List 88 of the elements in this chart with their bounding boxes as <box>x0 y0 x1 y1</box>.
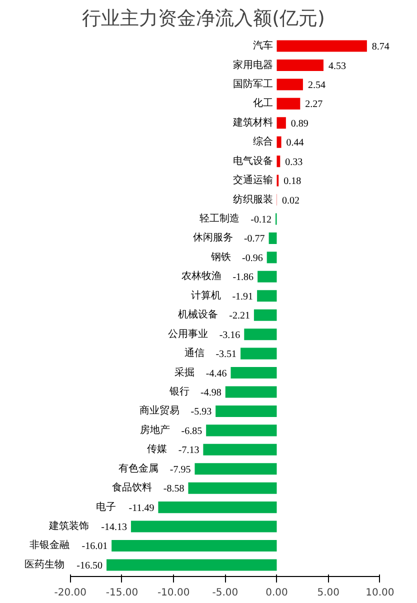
data-label: 4.53 <box>328 60 346 72</box>
bar <box>225 386 277 398</box>
y-tick-label: 公用事业 <box>168 328 208 340</box>
data-label: -5.93 <box>190 406 212 418</box>
y-tick-label: 轻工制造 <box>200 212 240 225</box>
x-tick-label: -15.00 <box>106 588 138 598</box>
bar <box>276 136 282 148</box>
y-tick-label: 综合 <box>252 136 273 148</box>
data-label: -3.16 <box>219 330 240 341</box>
data-label: -2.21 <box>229 310 250 322</box>
bar <box>254 309 277 321</box>
bar <box>276 40 367 52</box>
data-label: -0.96 <box>242 252 263 264</box>
data-label: 8.74 <box>372 42 390 53</box>
y-tick-label: 医药生物 <box>24 558 65 570</box>
y-tick-label: 交通运输 <box>232 174 273 186</box>
data-label: 0.18 <box>284 176 302 188</box>
y-tick-label: 休闲服务 <box>192 232 233 244</box>
data-label: 2.54 <box>308 80 326 91</box>
data-label: -0.12 <box>250 214 272 226</box>
y-tick-label: 电气设备 <box>232 154 273 167</box>
data-label: -4.98 <box>200 387 222 398</box>
data-label: -7.13 <box>178 445 200 456</box>
y-tick-label: 汽车 <box>252 40 273 52</box>
bar <box>276 78 303 90</box>
y-tick-label: 商业贸易 <box>140 404 180 417</box>
data-label: 0.02 <box>282 195 300 206</box>
data-label: -7.95 <box>170 464 191 476</box>
bar <box>240 348 277 360</box>
data-label: -8.58 <box>163 484 184 495</box>
bar <box>194 463 277 475</box>
data-label: 0.89 <box>290 118 308 130</box>
y-tick-label: 通信 <box>184 347 205 360</box>
x-tick-label: 0.00 <box>266 588 288 598</box>
data-label: -11.49 <box>128 502 154 514</box>
data-label: 0.44 <box>286 138 304 149</box>
bar <box>106 559 277 571</box>
y-tick-label: 采掘 <box>174 366 195 378</box>
data-label: -14.13 <box>101 522 127 534</box>
y-tick-label: 家用电器 <box>232 58 273 71</box>
bar <box>230 367 277 379</box>
x-tick-label: -10.00 <box>157 588 190 598</box>
y-tick-label: 化工 <box>252 97 273 110</box>
x-tick-label: 5.00 <box>317 588 340 598</box>
bar <box>188 482 277 494</box>
y-tick-label: 房地产 <box>140 424 170 436</box>
bar <box>258 270 277 282</box>
y-tick-label: 建筑材料 <box>232 116 273 128</box>
bar <box>158 502 277 514</box>
bar <box>268 232 277 244</box>
data-label: -16.01 <box>82 541 108 552</box>
bar <box>130 520 277 532</box>
data-label: -1.86 <box>232 272 254 284</box>
bar <box>276 117 286 129</box>
chart-title: 行业主力资金净流入额(亿元) <box>82 8 325 30</box>
data-label: 0.33 <box>285 156 303 168</box>
y-tick-label: 纺织服装 <box>232 193 273 206</box>
x-tick-label: 10.00 <box>366 588 394 598</box>
bar <box>206 424 277 436</box>
data-label: 2.27 <box>305 99 323 110</box>
bar <box>112 540 277 552</box>
data-label: -1.91 <box>232 291 254 302</box>
data-label: -4.46 <box>206 368 227 380</box>
y-tick-label: 国防军工 <box>232 78 273 90</box>
y-tick-label: 建筑装饰 <box>48 520 89 532</box>
y-tick-label: 有色金属 <box>118 462 159 474</box>
y-tick-label: 传媒 <box>147 444 168 456</box>
x-tick-label: -5.00 <box>212 588 238 598</box>
y-tick-label: 电子 <box>96 500 116 513</box>
data-label: -0.77 <box>244 234 265 245</box>
y-tick-label: 计算机 <box>191 289 222 302</box>
y-tick-label: 钢铁 <box>210 250 231 263</box>
bar <box>257 290 277 302</box>
y-tick-label: 非银金融 <box>30 539 70 552</box>
y-tick-label: 农林牧渔 <box>182 270 222 282</box>
x-tick-label: -20.00 <box>54 588 87 598</box>
data-label: -6.85 <box>181 426 202 437</box>
bar <box>276 59 324 72</box>
bar <box>216 405 277 417</box>
y-tick-label: 机械设备 <box>178 308 218 321</box>
bar <box>203 444 277 456</box>
bar <box>244 328 277 340</box>
bar <box>276 98 300 110</box>
data-label: -16.50 <box>76 560 103 572</box>
bar <box>266 252 277 264</box>
y-tick-label: 银行 <box>168 386 190 398</box>
data-label: -3.51 <box>216 349 237 360</box>
y-tick-label: 食品饮料 <box>112 482 152 494</box>
